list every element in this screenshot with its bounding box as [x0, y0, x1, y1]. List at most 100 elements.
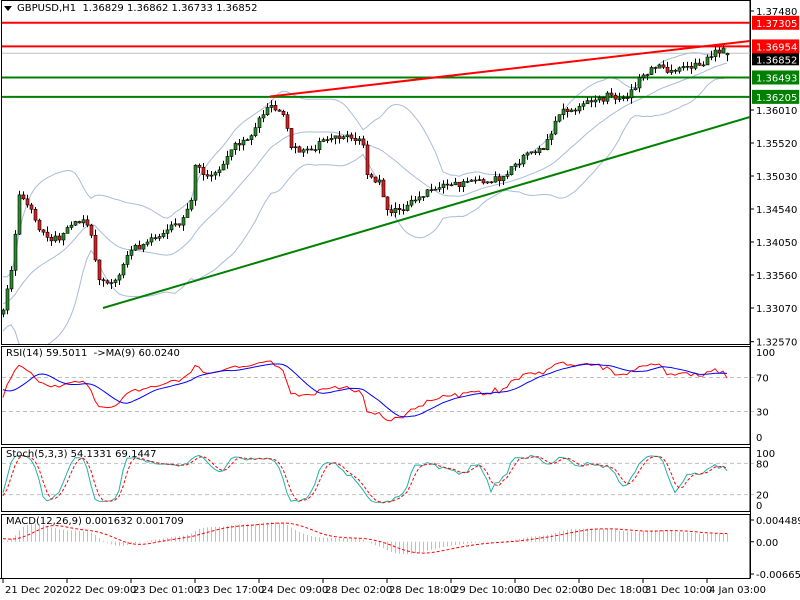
stochastic-label: Stoch(5,3,3) 54.1331 69.1447 — [6, 449, 157, 460]
candle — [93, 229, 98, 262]
bull-candle-body — [597, 97, 602, 101]
bull-candle-body — [705, 56, 710, 66]
candle — [81, 215, 86, 228]
bear-candle-body — [497, 176, 502, 182]
bear-candle-body — [285, 114, 290, 129]
bull-candle-body — [121, 264, 126, 276]
candle — [25, 194, 30, 208]
time-axis-label: 28 Dec 02:00 — [325, 585, 392, 596]
bull-candle-body — [269, 104, 274, 108]
bull-candle-body — [53, 235, 58, 242]
time-axis-label: 29 Dec 10:00 — [453, 585, 520, 596]
candle — [53, 231, 58, 243]
bull-candle-body — [453, 181, 458, 186]
candle — [133, 243, 138, 251]
bull-candle-body — [725, 52, 730, 56]
candle — [649, 65, 654, 76]
bull-candle-body — [253, 127, 258, 136]
bear-candle-body — [717, 49, 722, 54]
candle — [725, 52, 730, 62]
candle — [493, 171, 498, 183]
bear-candle-body — [609, 92, 614, 96]
bull-candle-body — [173, 223, 178, 226]
candle — [469, 179, 474, 182]
bear-candle-body — [325, 139, 330, 141]
candle — [461, 178, 466, 192]
bear-candle-body — [33, 208, 38, 221]
bull-candle-body — [317, 141, 322, 150]
candle — [549, 130, 554, 146]
bear-candle-body — [489, 181, 494, 184]
bull-candle-body — [417, 196, 422, 201]
bull-candle-body — [593, 99, 598, 103]
bear-candle-body — [381, 179, 386, 198]
candle — [165, 224, 170, 240]
bear-candle-body — [41, 229, 46, 233]
dropdown-triangle-icon[interactable] — [4, 5, 12, 11]
candle — [669, 64, 674, 75]
candle — [225, 150, 230, 169]
candle — [73, 220, 78, 226]
bull-candle-body — [521, 154, 526, 165]
bull-candle-body — [425, 189, 430, 197]
bull-candle-body — [9, 269, 14, 290]
candle — [137, 240, 142, 250]
candle — [309, 145, 314, 151]
bear-candle-body — [201, 167, 206, 175]
bull-candle-body — [485, 181, 490, 184]
bull-candle-body — [245, 139, 250, 141]
candle — [241, 136, 246, 151]
candle — [349, 132, 354, 142]
candle — [629, 84, 634, 104]
candle — [449, 182, 454, 187]
bull-candle-body — [617, 98, 622, 100]
candle — [633, 82, 638, 91]
candle — [289, 128, 294, 150]
bear-candle-body — [49, 236, 54, 242]
bull-candle-body — [629, 89, 634, 99]
candle — [701, 61, 706, 67]
bull-candle-body — [81, 219, 86, 224]
candle — [69, 221, 74, 230]
bear-candle-body — [673, 69, 678, 72]
bull-candle-body — [145, 241, 150, 245]
candle — [21, 191, 26, 201]
candle — [153, 234, 158, 241]
bear-candle-body — [373, 176, 378, 183]
candle — [637, 74, 642, 93]
bull-candle-body — [321, 139, 326, 142]
bull-candle-body — [301, 149, 306, 153]
main-plot — [2, 21, 750, 344]
level-price-label: 1.36493 — [756, 73, 797, 84]
time-axis-label: 21 Dec 2020 — [5, 585, 69, 596]
candle — [689, 62, 694, 74]
candle — [421, 196, 426, 201]
candle — [261, 110, 266, 123]
candle — [565, 107, 570, 118]
candle — [425, 188, 430, 198]
bull-candle-body — [209, 174, 214, 177]
close-value: 1.36852 — [216, 3, 258, 14]
candle — [173, 218, 178, 227]
candle — [161, 229, 166, 239]
candle — [413, 195, 418, 204]
candle — [553, 116, 558, 136]
bear-candle-body — [29, 204, 34, 210]
candle — [277, 109, 282, 112]
bear-candle-body — [429, 189, 434, 192]
bull-candle-body — [357, 138, 362, 141]
bull-candle-body — [185, 208, 190, 218]
candle — [581, 100, 586, 111]
level-price-box — [752, 39, 799, 54]
bear-candle-body — [289, 128, 294, 149]
candle — [529, 151, 534, 155]
rsi-axis-label: 30 — [756, 408, 769, 419]
candle — [653, 66, 658, 74]
bull-candle-body — [645, 74, 650, 76]
stoch-axis-label: 80 — [756, 459, 769, 470]
candle — [597, 95, 602, 103]
candle — [269, 100, 274, 113]
candle — [417, 191, 422, 203]
candle — [525, 151, 530, 160]
